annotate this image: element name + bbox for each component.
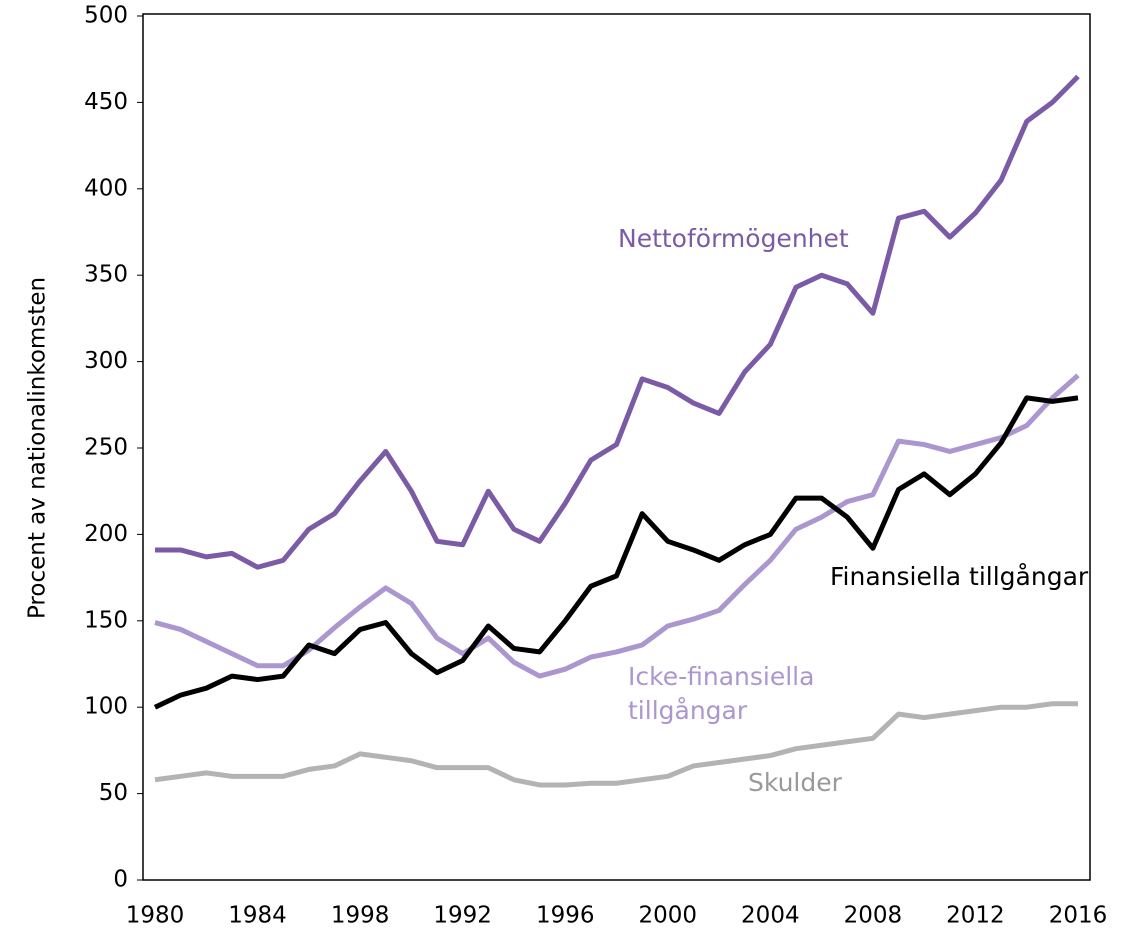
x-tick-label: 1996 [536,903,595,929]
x-tick-label: 2004 [741,903,800,929]
line-series [153,395,1079,710]
y-tick-label: 450 [84,89,128,115]
x-tick-label: 2016 [1049,903,1108,929]
x-tick-label: 2012 [946,903,1005,929]
x-tick-label: 2000 [639,903,698,929]
y-tick-label: 250 [84,435,128,461]
line-series [155,74,1080,570]
y-tick-label: 0 [113,867,128,893]
series-label: Finansiella tillgångar [830,562,1089,591]
y-tick-label: 50 [99,780,128,806]
plot-frame [142,13,1091,881]
y-tick-label: 400 [84,175,128,201]
line-series [154,701,1078,788]
x-tick-label: 1992 [433,903,492,929]
x-tick-label: 1998 [331,903,390,929]
y-tick-label: 150 [84,607,128,633]
series-label: Nettoförmögenhet [618,224,849,253]
y-axis-label: Procent av nationalinkomsten [25,277,51,619]
y-tick-label: 350 [84,262,128,288]
x-tick-label: 1984 [228,903,287,929]
y-tick-label: 300 [84,348,128,374]
line-series [154,373,1080,679]
y-tick-label: 200 [84,521,128,547]
series-label: Icke-finansiella tillgångar [628,662,815,725]
series-label: Skulder [748,768,842,797]
y-tick-label: 100 [84,694,128,720]
x-tick-label: 2008 [844,903,903,929]
x-tick-label: 1980 [126,903,185,929]
y-tick-label: 500 [84,3,128,29]
